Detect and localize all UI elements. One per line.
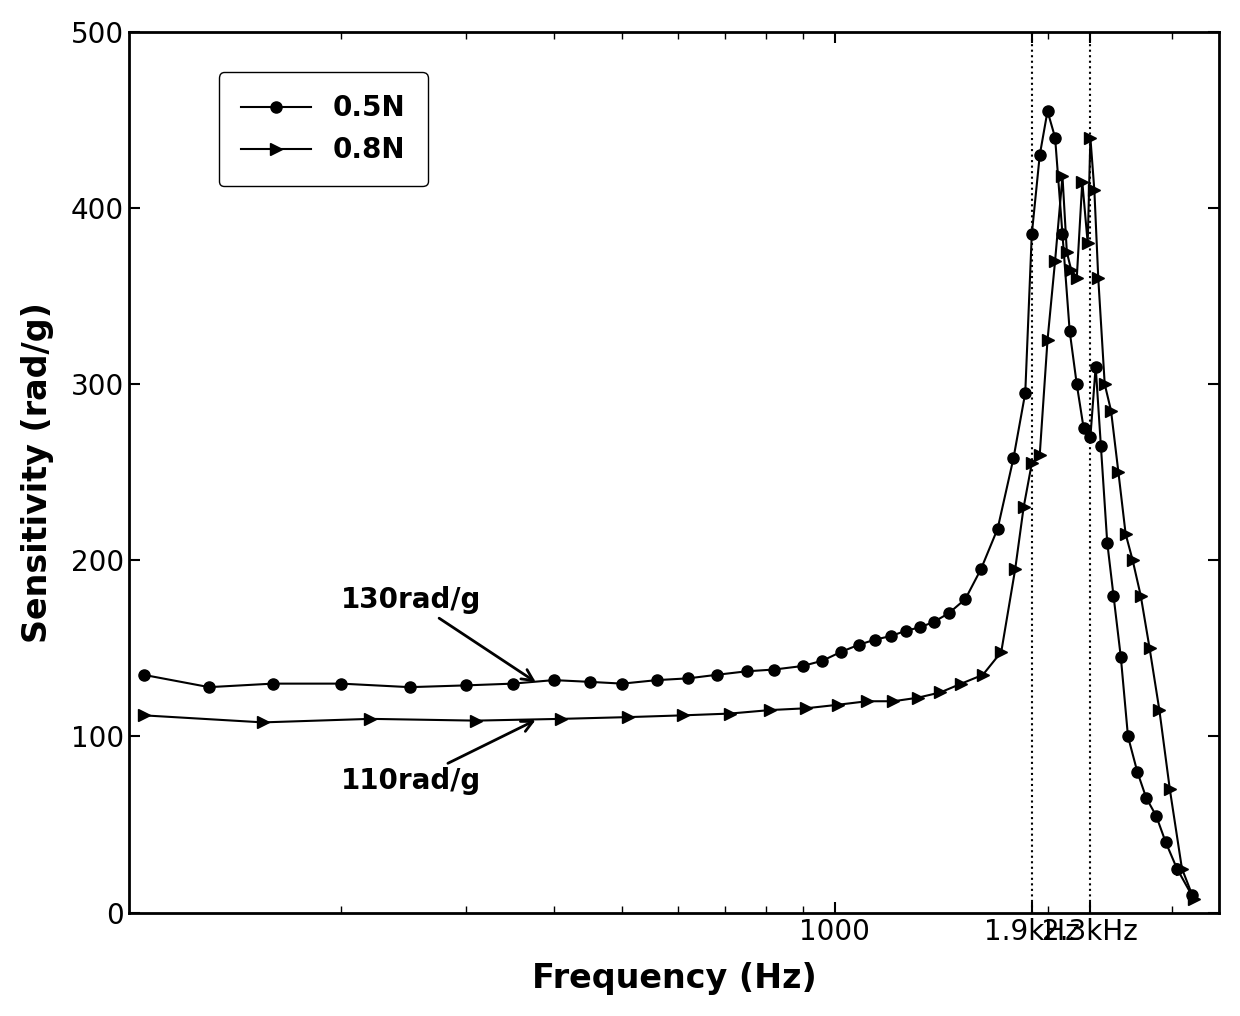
0.8N [469,714,484,726]
0.8N [1142,642,1157,654]
0.8N [1097,378,1112,390]
0.8N [831,699,846,711]
0.5N [1184,889,1199,901]
0.8N [1059,246,1074,258]
Line: 0.5N: 0.5N [138,106,1198,900]
0.8N [1083,131,1097,143]
Text: 110rad/g: 110rad/g [341,721,533,796]
0.8N [1055,171,1070,183]
0.8N [1016,501,1030,513]
Legend: 0.5N, 0.8N: 0.5N, 0.8N [218,72,428,187]
0.8N [1069,272,1084,284]
0.5N [1169,863,1184,875]
0.8N [859,695,874,707]
0.8N [723,707,738,719]
0.5N [1076,422,1091,434]
0.8N [363,713,378,725]
0.5N [815,654,830,666]
0.8N [1040,334,1055,346]
0.8N [1008,563,1023,575]
0.8N [676,709,691,721]
0.8N [1075,176,1090,188]
0.5N [1040,105,1055,117]
0.8N [1087,184,1102,196]
0.8N [1080,237,1095,249]
0.8N [1091,272,1106,284]
0.8N [1033,448,1048,460]
0.5N [795,660,810,673]
0.8N [954,678,968,690]
0.8N [136,709,151,721]
X-axis label: Frequency (Hz): Frequency (Hz) [532,962,816,995]
0.8N [1133,589,1148,601]
0.8N [976,669,991,681]
0.5N [681,673,696,685]
0.8N [932,687,947,699]
0.8N [1187,892,1202,904]
Y-axis label: Sensitivity (rad/g): Sensitivity (rad/g) [21,302,53,643]
0.5N [136,669,151,681]
Text: 130rad/g: 130rad/g [341,586,533,681]
0.8N [763,704,777,716]
0.8N [1125,554,1140,566]
0.8N [1118,527,1133,539]
0.8N [1111,466,1126,479]
0.8N [1064,263,1079,275]
0.8N [799,702,813,714]
0.8N [554,713,569,725]
0.8N [621,711,636,723]
0.8N [993,646,1008,658]
0.8N [1162,783,1177,796]
0.8N [1152,704,1167,716]
0.8N [1174,863,1189,875]
0.8N [255,716,270,728]
0.8N [885,695,900,707]
0.8N [910,692,925,704]
0.5N [1055,229,1070,241]
0.8N [1048,255,1063,267]
0.8N [1024,457,1039,469]
0.8N [1104,404,1118,417]
Line: 0.8N: 0.8N [138,131,1200,905]
